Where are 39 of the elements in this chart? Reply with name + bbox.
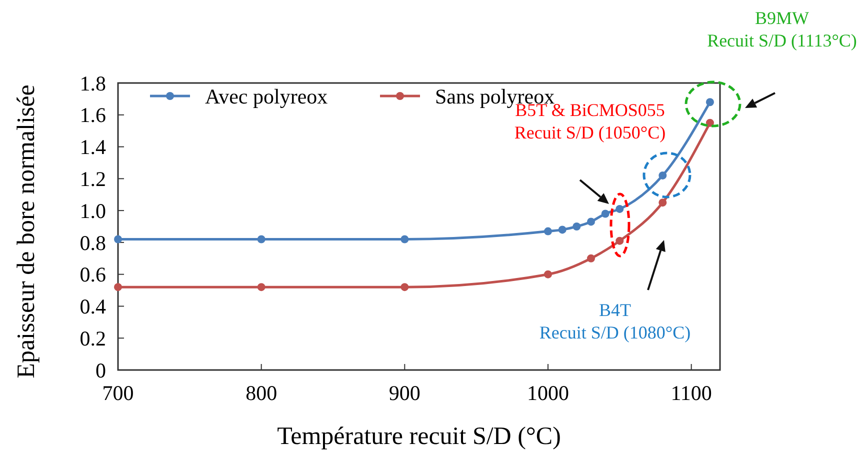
x-tick-label: 700: [102, 381, 134, 405]
point: [587, 254, 595, 262]
point: [544, 227, 552, 236]
point: [400, 235, 409, 244]
y-tick-label: 0.6: [80, 262, 106, 287]
y-tick-label: 1.2: [80, 167, 106, 192]
point: [257, 283, 266, 292]
point: [114, 283, 122, 292]
point: [257, 235, 266, 244]
annotation: B4T Recuit S/D (1080°C): [539, 300, 691, 343]
y-tick-label: 0.4: [80, 294, 106, 319]
text: B9MW Recuit S/D (1113°C): [707, 8, 857, 51]
y-axis-title: Epaisseur de bore normalisée: [13, 84, 40, 378]
x-tick-label: 1100: [670, 381, 712, 405]
point: [658, 171, 667, 180]
legend-label: Avec polyreox: [205, 84, 328, 108]
point: [616, 236, 624, 245]
x-axis-title: Température recuit S/D (°C): [277, 423, 561, 450]
y-tick-label: 0.8: [80, 230, 106, 255]
x-tick-label: 1000: [527, 381, 569, 405]
y-tick-label: 0: [96, 358, 106, 382]
x-tick-label: 900: [388, 381, 420, 405]
point: [544, 270, 552, 278]
point: [114, 235, 122, 244]
point: [587, 218, 595, 226]
point: [601, 210, 610, 218]
point: [400, 283, 409, 292]
y-tick-label: 1.6: [80, 103, 106, 128]
point: [616, 204, 624, 213]
y-tick-label: 0.2: [80, 326, 106, 350]
y-tick-label: 1.0: [80, 198, 106, 223]
point: [658, 198, 667, 207]
y-tick-label: 1.4: [80, 135, 106, 160]
point: [572, 222, 581, 230]
y-tick-label: 1.8: [80, 71, 106, 96]
point: [706, 98, 714, 106]
x-tick-label: 800: [246, 381, 278, 405]
point: [706, 118, 714, 127]
point: [558, 226, 566, 234]
